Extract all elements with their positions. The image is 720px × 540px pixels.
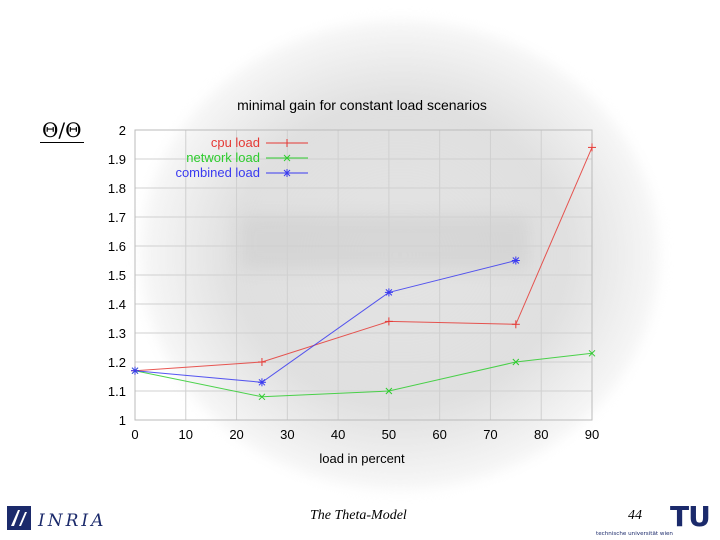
series-line-network-load [134,352,593,398]
series-line-cpu-load [134,147,593,372]
tu-wien-logo: TU technische universität wien [596,500,711,537]
inria-logo-mark [7,506,31,530]
series-point [257,358,266,366]
footer-title: The Theta-Model [310,508,407,523]
y-tick-label: 1.8 [108,181,126,196]
x-tick-label: 0 [131,427,138,442]
y-tick-label: 1.3 [108,326,126,341]
series-point [384,317,393,326]
series-point [385,387,393,395]
y-tick-label: 1.4 [108,297,126,312]
inria-logo-text: INRIA [37,511,106,531]
series-point [511,256,520,265]
series-point [588,349,596,357]
series-point [511,320,520,329]
tu-logo-subtitle: technische universität wien [596,531,673,537]
marker-stroke [283,154,291,162]
marker-stroke [588,349,596,357]
y-tick-label: 1 [119,413,126,428]
x-tick-label: 60 [432,427,446,442]
marker-stroke [283,169,291,177]
background-watermark-bar [240,215,530,270]
series-line-combined-load [134,260,516,383]
marker-stroke [131,367,139,375]
x-axis-title: load in percent [319,451,405,466]
inria-logo: INRIA [7,506,106,531]
marker-stroke [385,387,393,395]
grid-lines [134,129,593,421]
series-point [131,366,139,375]
series-lines [131,143,596,401]
y-tick-label: 1.9 [108,152,126,167]
marker-stroke [512,358,520,366]
legend-label-combined-load: combined load [175,165,260,180]
chart-axes [134,129,593,421]
y-tick-label: 1.6 [108,239,126,254]
x-tick-label: 30 [280,427,294,442]
x-tick-label: 50 [382,427,396,442]
chart-title: minimal gain for constant load scenarios [237,97,487,113]
tick-labels: 0 10 20 30 40 50 60 70 80 90 1 1.1 1.2 1.3 1.4 1.5 1.6 1.… [108,123,599,442]
y-tick-label: 1.1 [108,384,126,399]
plot-frame [134,129,593,421]
series-point [588,143,596,152]
series-point [258,393,266,401]
legend-label-cpu-load: cpu load [211,135,260,150]
y-axis-ratio-label: Θ/Θ [40,118,84,143]
marker-stroke [385,289,393,296]
y-tick-label: 1.5 [108,268,126,283]
x-tick-label: 40 [331,427,345,442]
series-point [384,288,393,297]
line-chart: 0 10 20 30 40 50 60 70 80 90 1 1.1 1.2 1.3 1.4 1.5 1.6 1.… [108,97,599,466]
tu-logo-letters: TU [670,500,710,533]
background-watermark [140,20,660,490]
series-point [512,358,520,366]
series-point [283,139,291,147]
page-number: 44 [628,508,642,523]
x-tick-label: 10 [179,427,193,442]
x-tick-label: 80 [534,427,548,442]
marker-stroke [258,393,266,401]
marker-stroke [512,257,520,264]
y-tick-label: 1.7 [108,210,126,225]
x-tick-label: 20 [229,427,243,442]
marker-stroke [258,378,266,386]
y-tick-label: 2 [119,123,126,138]
y-tick-label: 1.2 [108,355,126,370]
series-point [283,154,291,162]
inria-logo-stripes [11,510,27,526]
legend-label-network-load: network load [186,150,260,165]
x-tick-label: 90 [585,427,599,442]
series-point [283,169,291,177]
x-tick-label: 70 [483,427,497,442]
series-point [257,378,266,387]
